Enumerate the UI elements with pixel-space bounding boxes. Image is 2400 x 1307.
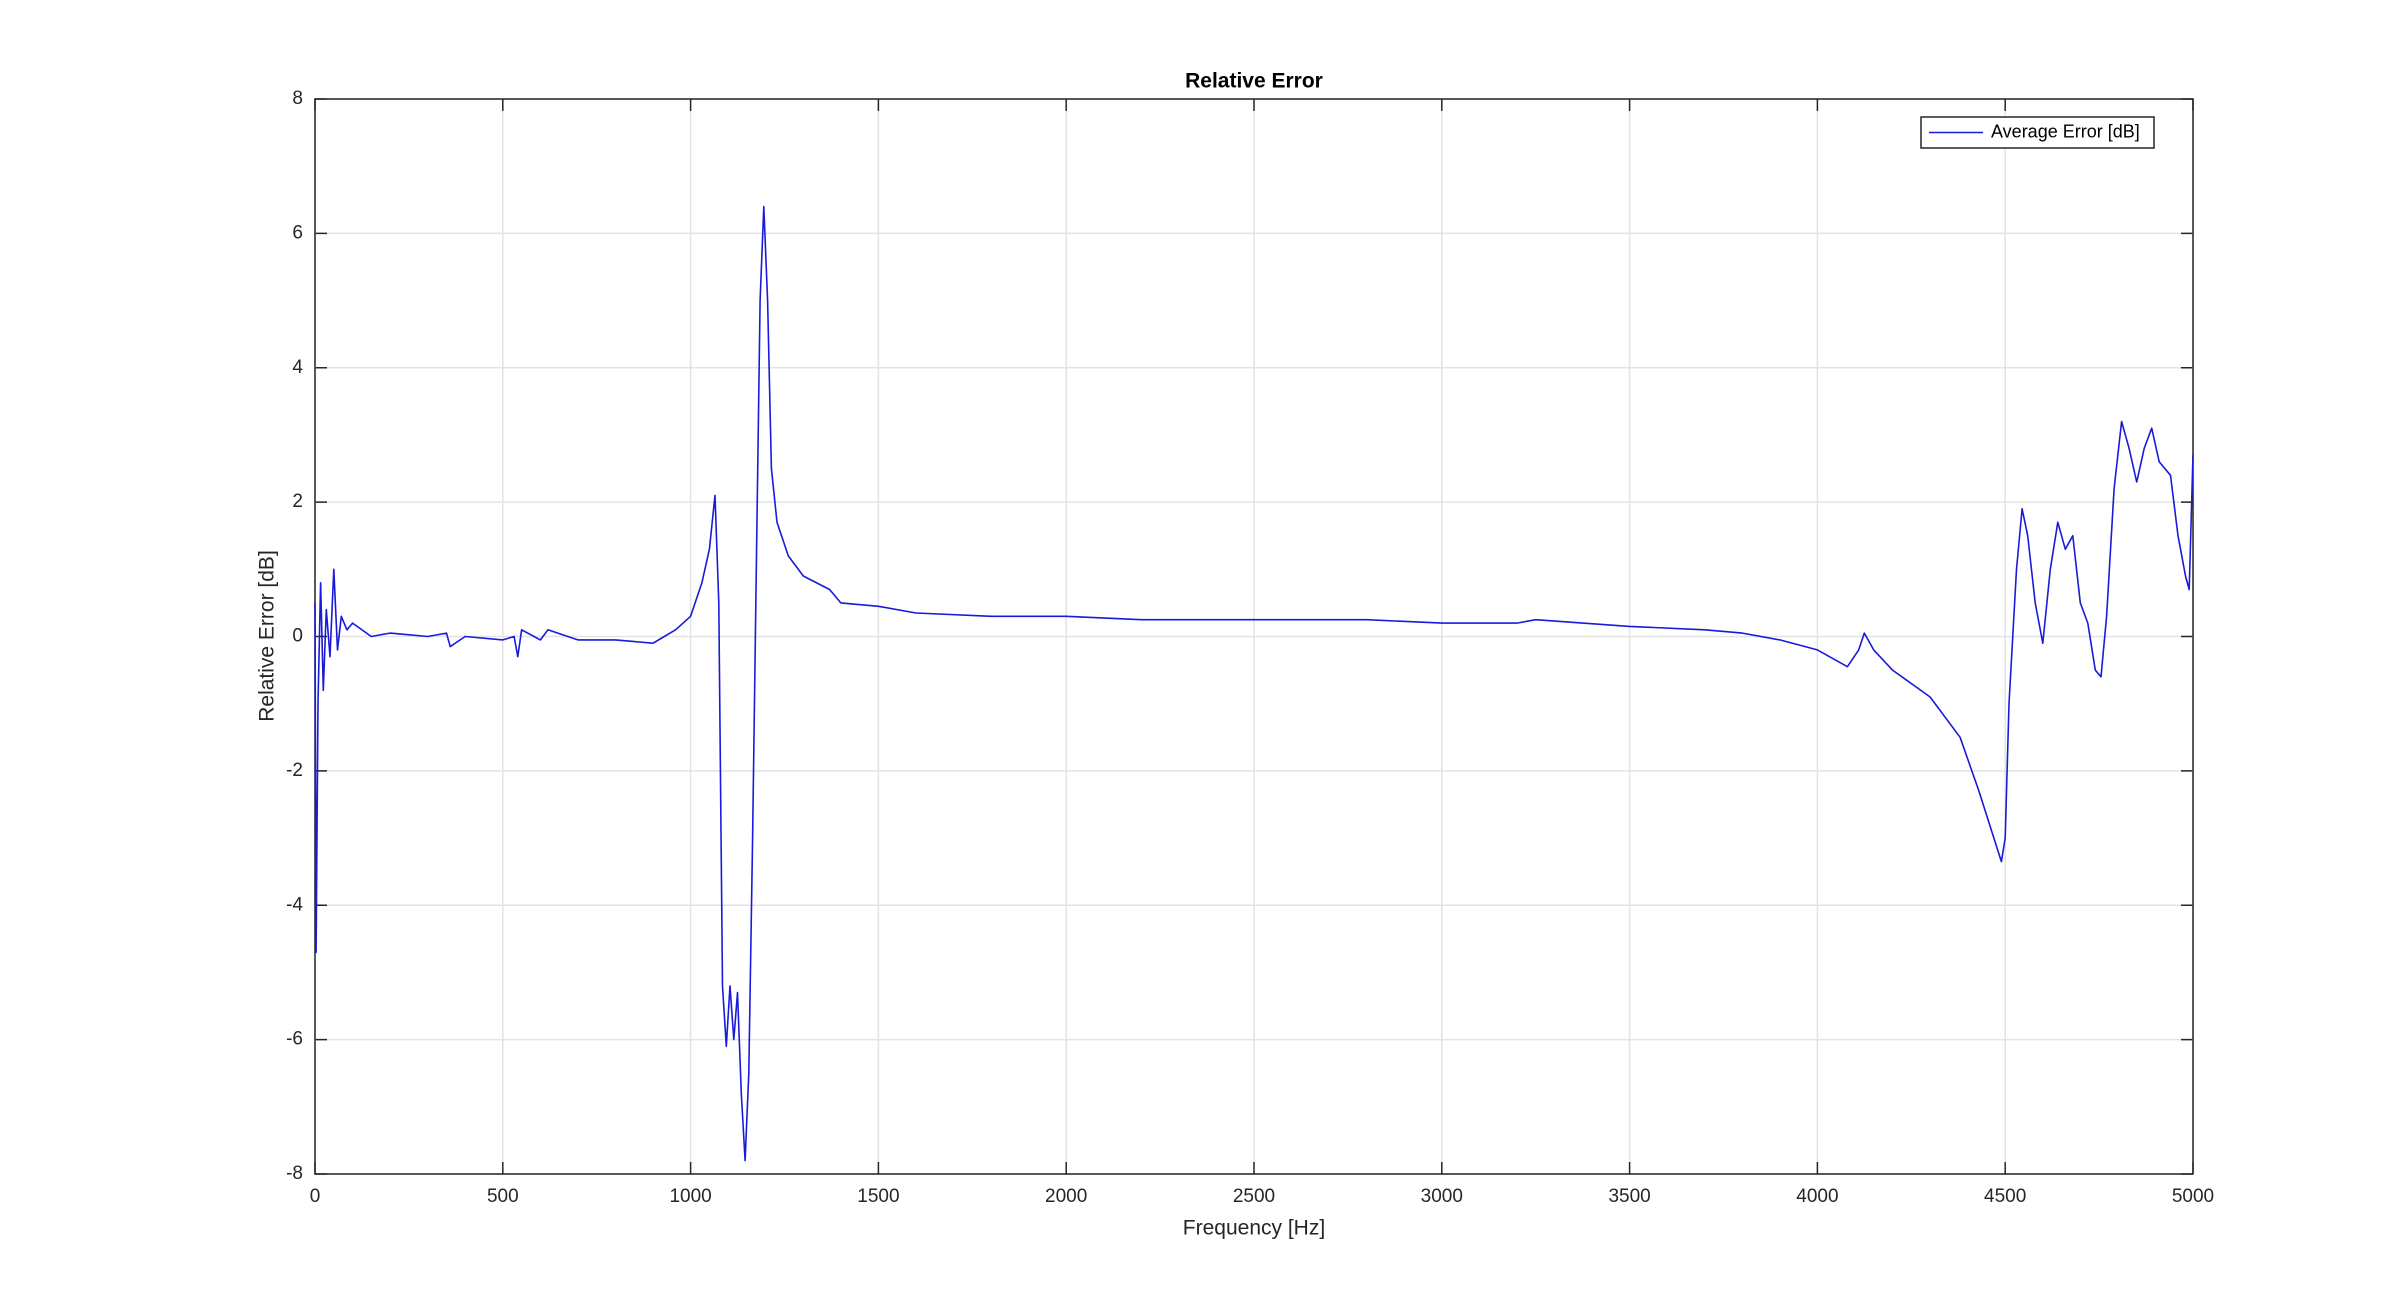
- y-axis-label: Relative Error [dB]: [256, 550, 279, 722]
- legend-label: Average Error [dB]: [1991, 121, 2140, 141]
- x-tick-label: 0: [310, 1186, 321, 1207]
- y-tick-label: -4: [286, 894, 303, 915]
- y-tick-label: 4: [292, 357, 303, 378]
- y-tick-label: -2: [286, 760, 303, 781]
- x-tick-label: 1500: [857, 1186, 899, 1207]
- x-tick-label: 2000: [1045, 1186, 1087, 1207]
- x-tick-label: 3000: [1421, 1186, 1463, 1207]
- y-tick-label: 8: [292, 88, 303, 109]
- x-tick-label: 3500: [1608, 1186, 1650, 1207]
- x-axis-label: Frequency [Hz]: [1183, 1217, 1325, 1240]
- x-tick-label: 4000: [1796, 1186, 1838, 1207]
- y-tick-label: 0: [292, 626, 303, 647]
- x-tick-label: 4500: [1984, 1186, 2026, 1207]
- x-tick-label: 500: [487, 1186, 519, 1207]
- x-tick-label: 1000: [669, 1186, 711, 1207]
- y-tick-label: -6: [286, 1029, 303, 1050]
- y-tick-label: -8: [286, 1163, 303, 1184]
- data-line: [314, 205, 2194, 1162]
- chart-title: Relative Error: [1185, 70, 1323, 93]
- y-tick-label: 2: [292, 491, 303, 512]
- x-tick-label: 2500: [1233, 1186, 1275, 1207]
- x-tick-label: 5000: [2172, 1186, 2214, 1207]
- y-tick-label: 6: [292, 222, 303, 243]
